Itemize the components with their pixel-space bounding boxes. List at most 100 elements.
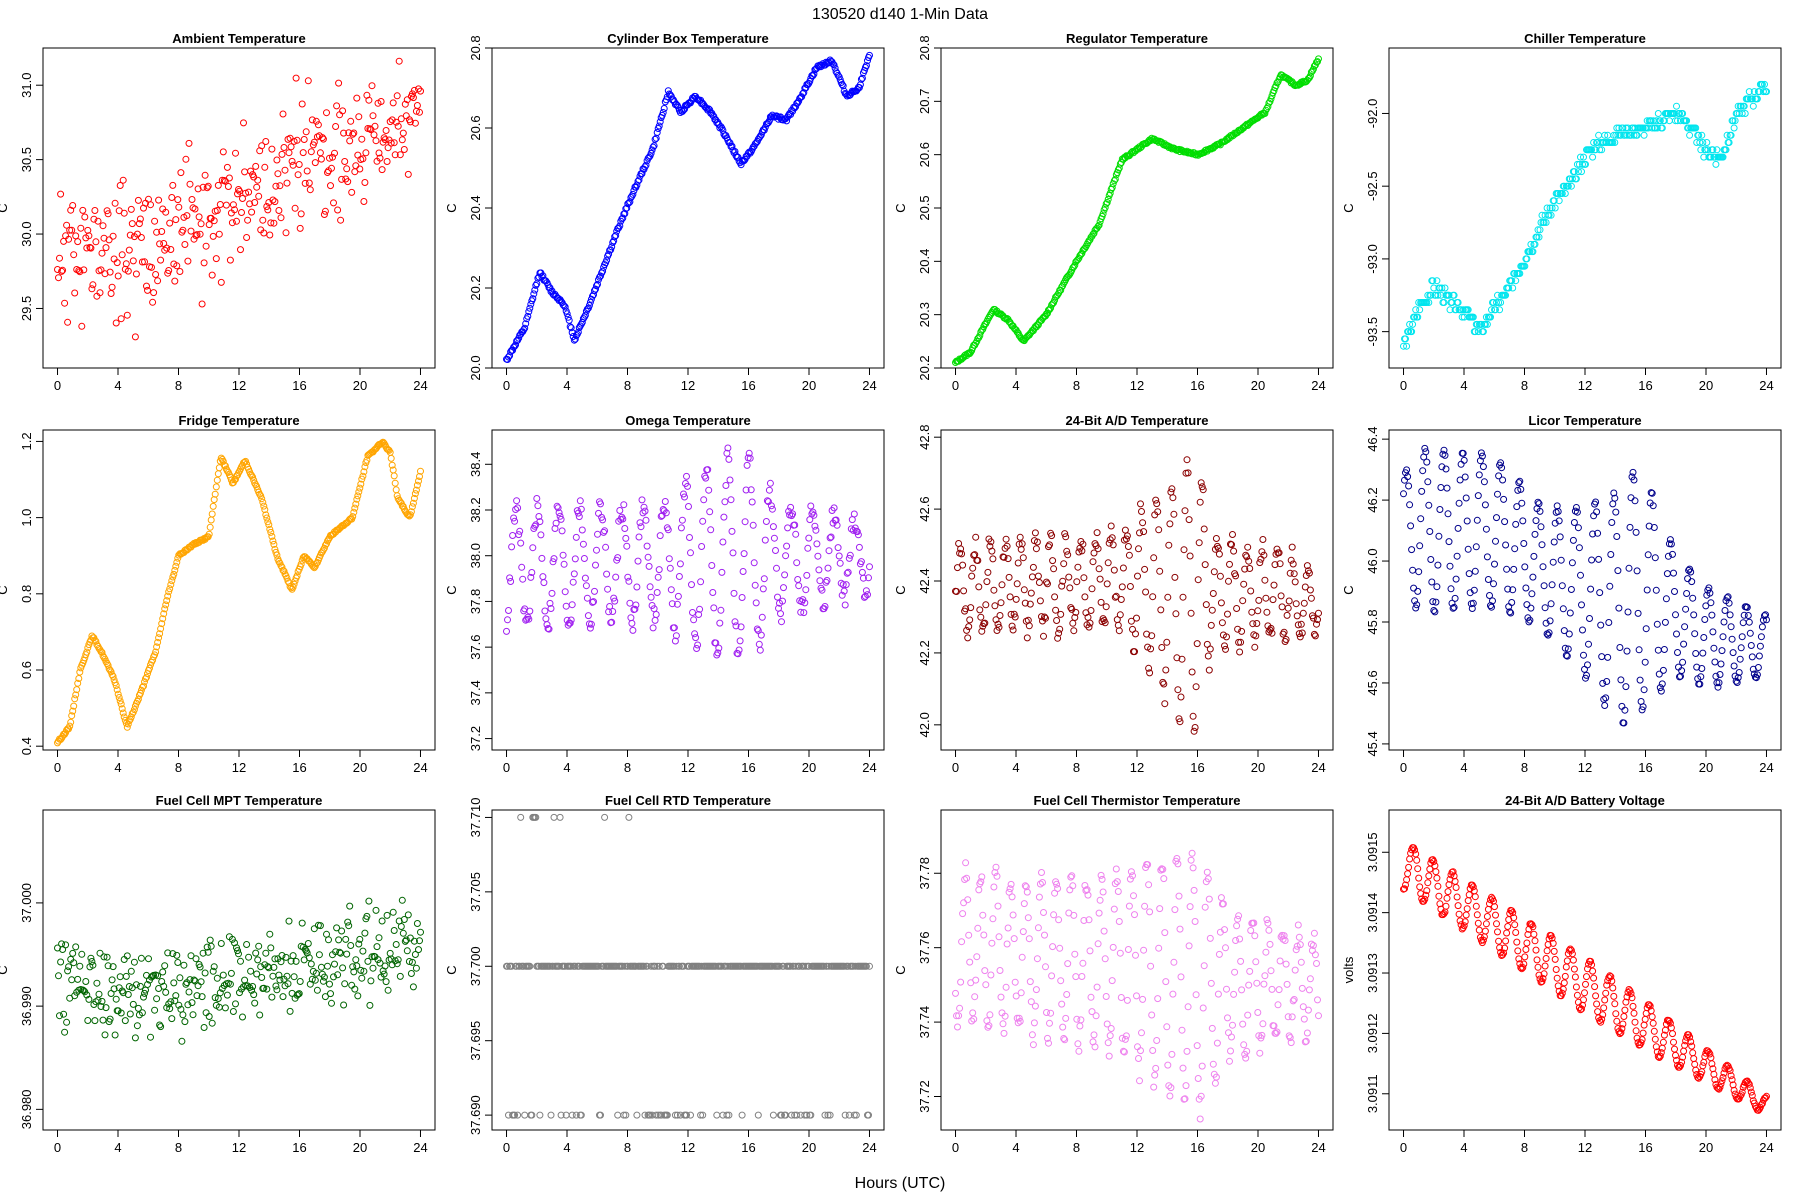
data-point — [549, 558, 557, 566]
x-tick-label: 20 — [1251, 760, 1265, 775]
data-point — [1521, 563, 1529, 571]
data-point — [586, 298, 594, 306]
data-point — [1103, 199, 1111, 206]
data-point — [1489, 597, 1496, 605]
data-point — [558, 527, 566, 535]
data-point — [723, 1111, 731, 1119]
data-point — [1551, 204, 1559, 212]
data-point — [1749, 102, 1757, 110]
data-point — [1127, 617, 1135, 625]
data-point — [1161, 929, 1169, 937]
data-point — [673, 1111, 681, 1119]
data-point — [1514, 486, 1522, 494]
data-point — [1561, 972, 1569, 980]
data-point — [68, 976, 76, 984]
data-point — [186, 180, 194, 188]
data-point — [782, 552, 790, 560]
data-point — [1555, 197, 1563, 205]
data-point — [295, 161, 303, 168]
data-point — [56, 1012, 63, 1020]
data-point — [288, 157, 296, 165]
data-point — [328, 999, 335, 1007]
data-point — [162, 208, 170, 216]
data-point — [1461, 918, 1469, 926]
data-point — [807, 502, 815, 510]
data-point — [1071, 261, 1079, 269]
data-point — [728, 527, 736, 535]
data-point — [1001, 1012, 1009, 1020]
data-point — [1090, 1031, 1098, 1039]
data-point — [261, 163, 269, 171]
data-point — [1189, 712, 1197, 720]
x-tick-label: 8 — [1073, 378, 1080, 393]
x-tick-label: 16 — [1190, 378, 1204, 393]
data-point — [798, 93, 806, 101]
data-point — [1697, 673, 1705, 681]
data-point — [161, 605, 169, 613]
data-point — [735, 646, 743, 654]
data-point — [61, 1028, 69, 1036]
data-point — [1045, 1039, 1052, 1047]
data-point — [141, 678, 148, 686]
data-point — [273, 156, 281, 164]
data-point — [1062, 533, 1070, 541]
data-point — [1405, 863, 1413, 871]
data-point — [214, 470, 222, 478]
data-point — [248, 208, 256, 216]
data-point — [995, 933, 1003, 941]
data-point — [1707, 599, 1715, 607]
y-tick-label: 42.0 — [917, 712, 932, 737]
data-point — [251, 199, 259, 206]
data-point — [1193, 1042, 1201, 1050]
data-point — [804, 544, 812, 552]
data-point — [648, 146, 656, 154]
data-point — [1492, 537, 1499, 545]
data-point — [1230, 547, 1238, 555]
data-point — [1535, 500, 1543, 508]
data-point — [1595, 555, 1603, 563]
x-tick-label: 20 — [353, 760, 367, 775]
data-point — [199, 183, 207, 191]
data-point — [113, 259, 121, 267]
data-point — [1057, 286, 1065, 294]
data-point — [1417, 515, 1425, 523]
data-point — [1482, 313, 1490, 321]
data-point — [1526, 248, 1534, 256]
data-point — [343, 165, 351, 173]
x-tick-label: 12 — [232, 760, 246, 775]
data-point — [1240, 580, 1248, 588]
data-point — [1060, 1035, 1068, 1042]
data-point — [1683, 117, 1691, 125]
data-point — [319, 977, 327, 985]
data-point — [1074, 563, 1082, 571]
chart-title: Cylinder Box Temperature — [607, 31, 769, 46]
data-point — [219, 148, 227, 156]
y-tick-label: 37.8 — [468, 589, 483, 614]
data-point — [866, 51, 873, 59]
x-tick-label: 16 — [1638, 760, 1652, 775]
chart-fridge-temperature: Fridge TemperatureC048121620240.40.60.81… — [0, 413, 436, 775]
data-point — [1058, 283, 1066, 291]
data-point — [680, 106, 687, 114]
data-point — [1049, 557, 1057, 565]
data-point — [1589, 530, 1597, 538]
data-point — [1313, 620, 1320, 628]
data-point — [1031, 529, 1039, 537]
data-point — [1019, 554, 1027, 562]
data-point — [623, 542, 631, 550]
data-point — [1490, 299, 1497, 306]
data-point — [388, 116, 396, 124]
data-point — [1187, 609, 1195, 617]
data-point — [1087, 993, 1095, 1001]
data-point — [1013, 580, 1021, 588]
data-point — [1159, 865, 1167, 873]
data-point — [753, 625, 761, 633]
data-point — [1701, 616, 1709, 623]
data-point — [1443, 484, 1451, 492]
data-point — [815, 566, 823, 574]
data-point — [1264, 919, 1272, 927]
data-point — [299, 149, 307, 157]
data-point — [283, 574, 291, 582]
data-point — [390, 927, 398, 934]
